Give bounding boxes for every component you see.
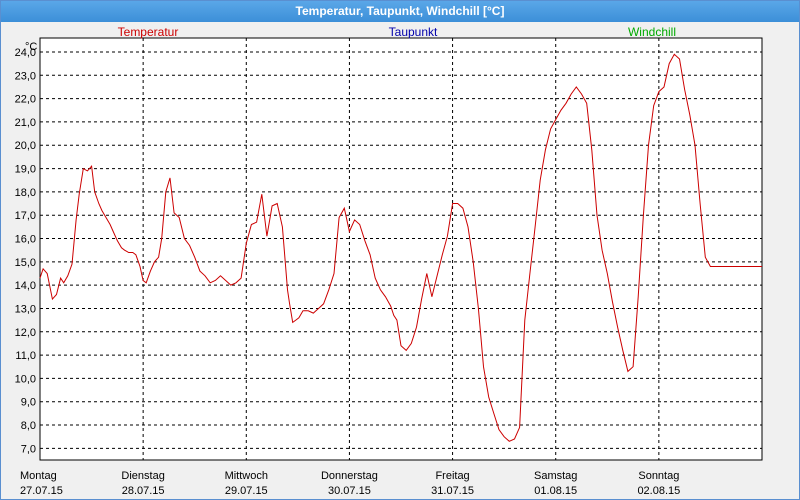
y-axis-label: °C <box>25 41 37 53</box>
plot-area <box>39 37 763 461</box>
y-tick-label: 18,0 <box>15 187 36 199</box>
y-tick-label: 22,0 <box>15 94 36 106</box>
x-tick-date-label: 29.07.15 <box>225 485 268 497</box>
y-tick-label: 7,0 <box>21 443 36 455</box>
x-tick-day-label: Mittwoch <box>225 470 268 482</box>
legend-item-temperatur: Temperatur <box>118 25 179 39</box>
legend-item-windchill: Windchill <box>628 25 676 39</box>
y-tick-label: 14,0 <box>15 280 36 292</box>
x-tick-day-label: Freitag <box>435 470 469 482</box>
y-tick-label: 13,0 <box>15 303 36 315</box>
x-tick-date-label: 02.08.15 <box>637 485 680 497</box>
x-tick-day-label: Dienstag <box>121 470 164 482</box>
y-tick-label: 8,0 <box>21 420 36 432</box>
y-tick-label: 12,0 <box>15 327 36 339</box>
y-tick-label: 23,0 <box>15 70 36 82</box>
y-tick-label: 16,0 <box>15 234 36 246</box>
y-tick-label: 15,0 <box>15 257 36 269</box>
series-line-temperatur <box>39 53 762 442</box>
y-tick-label: 20,0 <box>15 140 36 152</box>
x-tick-date-label: 27.07.15 <box>20 485 63 497</box>
x-tick-date-label: 31.07.15 <box>431 485 474 497</box>
x-tick-date-label: 30.07.15 <box>328 485 371 497</box>
legend-item-taupunkt: Taupunkt <box>389 25 438 39</box>
x-tick-day-label: Samstag <box>534 470 577 482</box>
x-tick-date-label: 01.08.15 <box>534 485 577 497</box>
y-tick-label: 10,0 <box>15 373 36 385</box>
y-tick-label: 21,0 <box>15 117 36 129</box>
y-tick-label: 17,0 <box>15 210 36 222</box>
y-tick-label: 9,0 <box>21 397 36 409</box>
y-tick-label: 24,0 <box>15 47 36 59</box>
x-tick-day-label: Sonntag <box>638 470 679 482</box>
x-tick-day-label: Donnerstag <box>321 470 378 482</box>
y-tick-label: 19,0 <box>15 164 36 176</box>
x-tick-day-label: Montag <box>20 470 57 482</box>
window-title: Temperatur, Taupunkt, Windchill [°C] <box>1 1 799 22</box>
y-tick-label: 11,0 <box>15 350 36 362</box>
x-tick-date-label: 28.07.15 <box>122 485 165 497</box>
